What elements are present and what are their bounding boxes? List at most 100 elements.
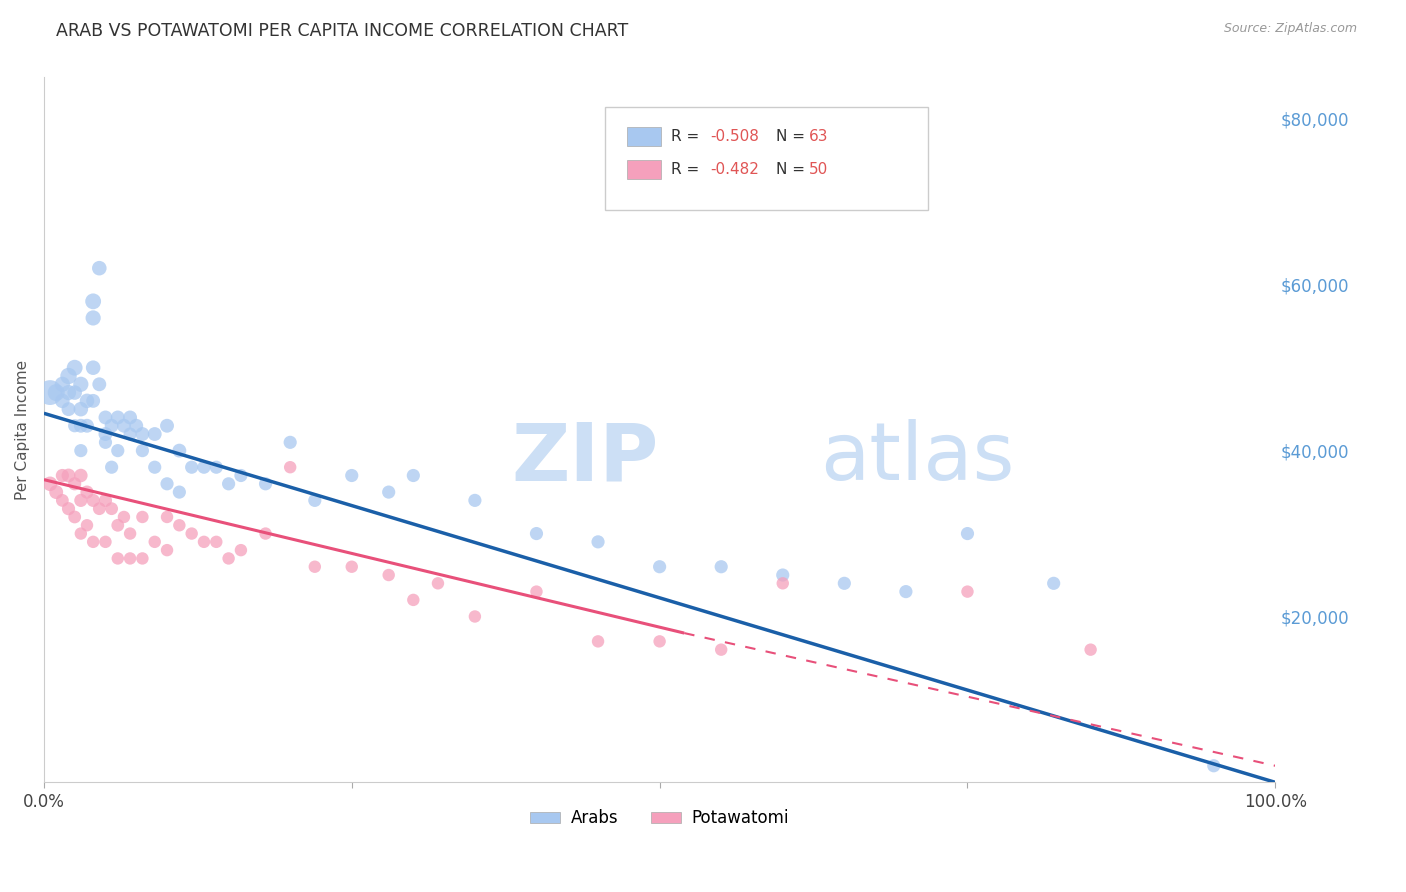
Text: Source: ZipAtlas.com: Source: ZipAtlas.com bbox=[1223, 22, 1357, 36]
Point bbox=[63, 418, 86, 433]
Point bbox=[156, 476, 179, 491]
Point bbox=[772, 576, 794, 591]
Point bbox=[169, 443, 191, 458]
Point bbox=[254, 476, 277, 491]
Point bbox=[112, 510, 135, 524]
Text: N =: N = bbox=[776, 162, 810, 177]
Point bbox=[180, 460, 202, 475]
Point bbox=[58, 468, 80, 483]
Text: -0.482: -0.482 bbox=[710, 162, 759, 177]
Point bbox=[45, 385, 67, 400]
Point bbox=[120, 526, 142, 541]
Point bbox=[156, 510, 179, 524]
Point bbox=[100, 460, 122, 475]
Point bbox=[772, 568, 794, 582]
Point bbox=[426, 576, 449, 591]
Point bbox=[69, 377, 91, 392]
Point bbox=[58, 402, 80, 417]
Point bbox=[648, 559, 671, 574]
Point bbox=[51, 393, 73, 408]
Point bbox=[100, 501, 122, 516]
Point bbox=[63, 385, 86, 400]
Point bbox=[526, 584, 548, 599]
Point bbox=[402, 468, 425, 483]
Point bbox=[169, 485, 191, 500]
Point bbox=[156, 543, 179, 558]
Point bbox=[340, 559, 363, 574]
Point bbox=[82, 493, 104, 508]
Point bbox=[76, 518, 98, 533]
Point bbox=[89, 377, 111, 392]
Point bbox=[143, 427, 166, 442]
Point bbox=[69, 526, 91, 541]
Point bbox=[94, 534, 117, 549]
Point bbox=[76, 485, 98, 500]
Point bbox=[112, 418, 135, 433]
Point bbox=[39, 476, 62, 491]
Point bbox=[377, 485, 399, 500]
Point bbox=[63, 476, 86, 491]
Point bbox=[834, 576, 856, 591]
Point bbox=[402, 593, 425, 607]
Point bbox=[205, 460, 228, 475]
Text: ZIP: ZIP bbox=[512, 419, 659, 497]
Point bbox=[51, 493, 73, 508]
Text: R =: R = bbox=[671, 129, 704, 144]
Point bbox=[586, 534, 609, 549]
Text: N =: N = bbox=[776, 129, 810, 144]
Point bbox=[586, 634, 609, 648]
Point bbox=[120, 410, 142, 425]
Point bbox=[278, 460, 301, 475]
Point bbox=[143, 534, 166, 549]
Point bbox=[143, 460, 166, 475]
Point bbox=[120, 427, 142, 442]
Point bbox=[180, 526, 202, 541]
Point bbox=[205, 534, 228, 549]
Point bbox=[76, 393, 98, 408]
Point bbox=[82, 294, 104, 309]
Point bbox=[76, 418, 98, 433]
Text: R =: R = bbox=[671, 162, 704, 177]
Point bbox=[648, 634, 671, 648]
Text: ARAB VS POTAWATOMI PER CAPITA INCOME CORRELATION CHART: ARAB VS POTAWATOMI PER CAPITA INCOME COR… bbox=[56, 22, 628, 40]
Point bbox=[464, 493, 486, 508]
Point bbox=[464, 609, 486, 624]
Point bbox=[39, 385, 62, 400]
Point bbox=[94, 435, 117, 450]
Point bbox=[304, 493, 326, 508]
Point bbox=[1042, 576, 1064, 591]
Point bbox=[69, 402, 91, 417]
Point bbox=[526, 526, 548, 541]
Point bbox=[82, 393, 104, 408]
Point bbox=[89, 501, 111, 516]
Point bbox=[63, 510, 86, 524]
Point bbox=[51, 377, 73, 392]
Point bbox=[89, 261, 111, 276]
Point bbox=[94, 493, 117, 508]
Point bbox=[131, 510, 153, 524]
Point bbox=[51, 468, 73, 483]
Point bbox=[94, 410, 117, 425]
Point bbox=[229, 468, 252, 483]
Point bbox=[218, 476, 240, 491]
Point bbox=[120, 551, 142, 566]
Point bbox=[956, 526, 979, 541]
Point bbox=[131, 443, 153, 458]
Legend: Arabs, Potawatomi: Arabs, Potawatomi bbox=[523, 803, 796, 834]
Point bbox=[69, 468, 91, 483]
Point bbox=[58, 501, 80, 516]
Point bbox=[304, 559, 326, 574]
Point bbox=[710, 642, 733, 657]
Text: -0.508: -0.508 bbox=[710, 129, 759, 144]
Point bbox=[69, 418, 91, 433]
Point bbox=[218, 551, 240, 566]
Point bbox=[710, 559, 733, 574]
Point bbox=[131, 551, 153, 566]
Point bbox=[894, 584, 917, 599]
Point bbox=[69, 493, 91, 508]
Point bbox=[229, 543, 252, 558]
Point bbox=[82, 360, 104, 375]
Text: 50: 50 bbox=[808, 162, 828, 177]
Point bbox=[956, 584, 979, 599]
Point bbox=[107, 443, 129, 458]
